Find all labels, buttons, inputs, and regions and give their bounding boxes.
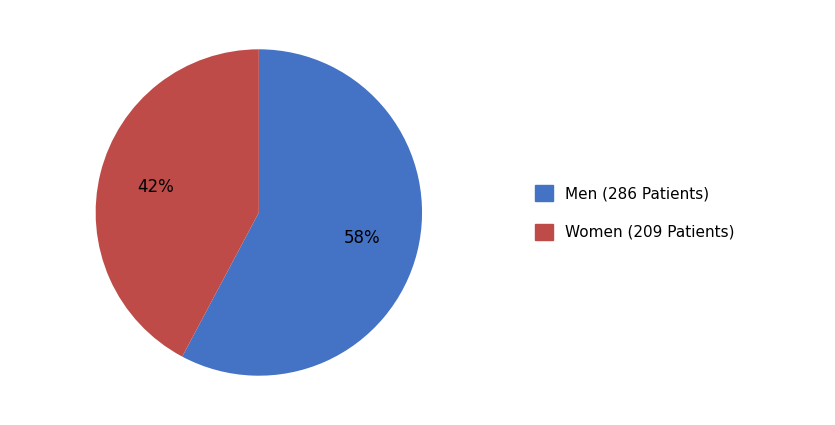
Wedge shape bbox=[96, 49, 259, 357]
Text: 42%: 42% bbox=[138, 178, 175, 196]
Wedge shape bbox=[182, 49, 422, 376]
Legend: Men (286 Patients), Women (209 Patients): Men (286 Patients), Women (209 Patients) bbox=[534, 185, 735, 240]
Text: 58%: 58% bbox=[343, 229, 380, 247]
